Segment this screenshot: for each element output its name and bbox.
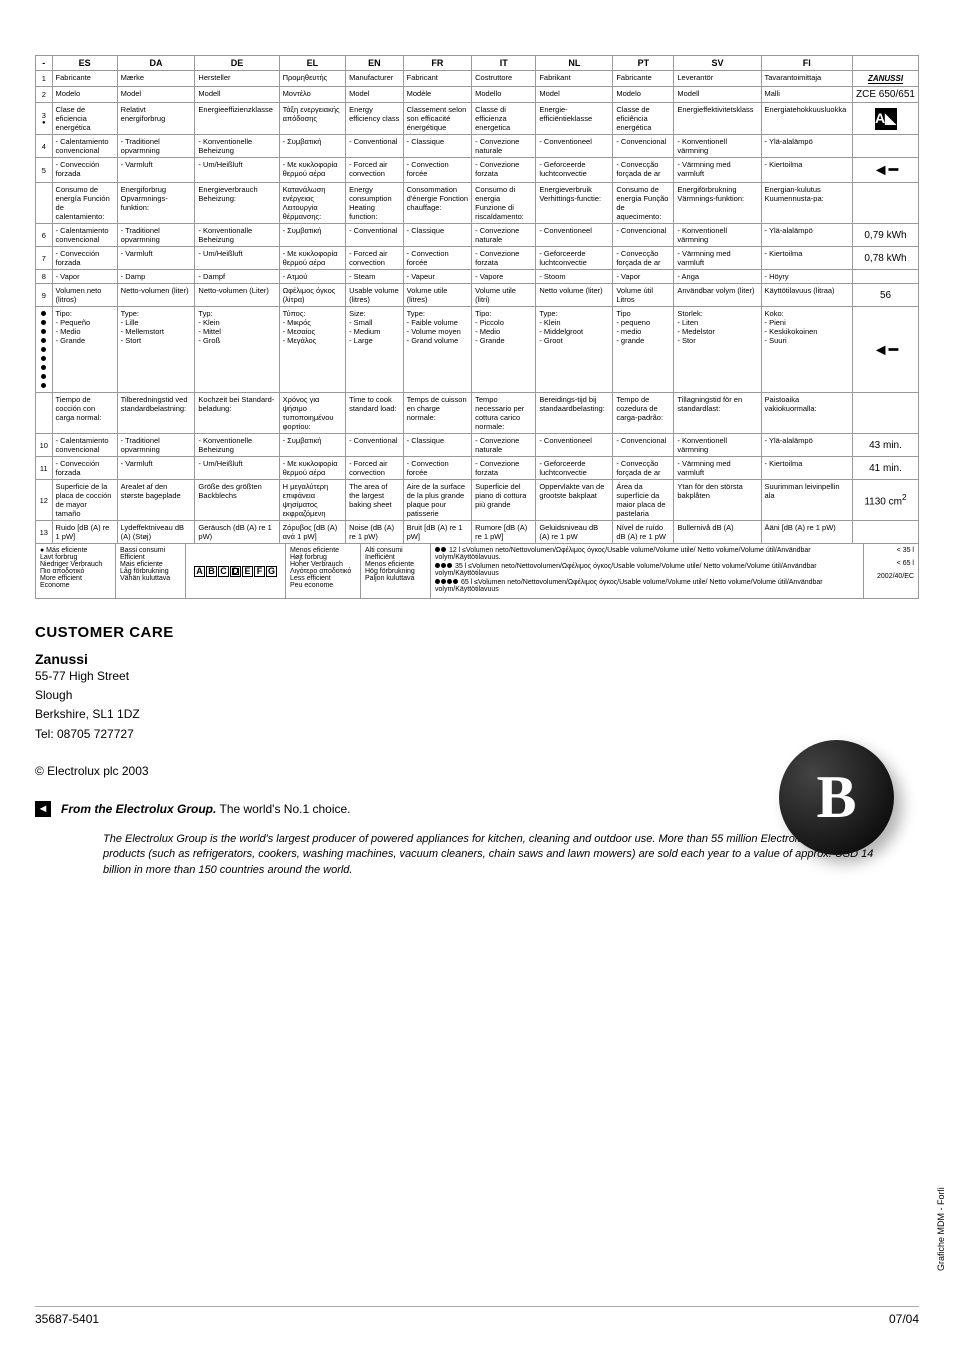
col-pt: PT [613, 56, 674, 71]
arrow-icon: ◄ [35, 801, 51, 817]
col-sv: SV [674, 56, 761, 71]
cc-addr2: Slough [35, 686, 919, 705]
footer: 35687-5401 07/04 [35, 1306, 919, 1326]
col-dash: - [36, 56, 53, 71]
side-text: Grafiche MDM - Forlì [936, 1187, 946, 1271]
cc-addr3: Berkshire, SL1 1DZ [35, 705, 919, 724]
legend-rating: ABCDEFG [186, 544, 286, 599]
footer-right: 07/04 [889, 1312, 919, 1326]
cc-addr1: 55-77 High Street [35, 667, 919, 686]
col-en: EN [346, 56, 404, 71]
eg-rest: The world's No.1 choice. [219, 802, 350, 816]
legend-1h: ● Más eficiente [40, 547, 111, 554]
footer-left: 35687-5401 [35, 1312, 99, 1326]
legend-col4: Alti consumiInefficiëntMenos eficienteHö… [361, 544, 431, 599]
b-logo: B [779, 740, 894, 855]
spec-table: - ES DA DE EL EN FR IT NL PT SV FI 1Fabr… [35, 55, 919, 544]
col-nl: NL [536, 56, 613, 71]
cc-heading: CUSTOMER CARE [35, 624, 919, 641]
cc-brand: Zanussi [35, 651, 919, 667]
col-de: DE [195, 56, 279, 71]
legend-col2: Bassi consumiEfficientMais eficienteLåg … [116, 544, 186, 599]
legend-right: 12 l ≤Volumen neto/Nettovolumen/Ωφέλιμος… [431, 544, 864, 599]
col-es: ES [52, 56, 117, 71]
col-da: DA [117, 56, 195, 71]
col-value [853, 56, 919, 71]
legend-table: ● Más eficiente Lavt forbrugNiedriger Ve… [35, 543, 919, 599]
eg-bold: From the Electrolux Group. [61, 802, 216, 816]
eg-blurb: The Electrolux Group is the world's larg… [103, 832, 879, 878]
col-fr: FR [403, 56, 471, 71]
col-it: IT [472, 56, 536, 71]
legend-col1: ● Más eficiente Lavt forbrugNiedriger Ve… [36, 544, 116, 599]
legend-col3: Menos eficienteHøjt forbrugHoher Verbrau… [286, 544, 361, 599]
col-fi: FI [761, 56, 852, 71]
col-el: EL [279, 56, 346, 71]
legend-vals: < 35 l< 65 l2002/40/EC [864, 544, 919, 599]
